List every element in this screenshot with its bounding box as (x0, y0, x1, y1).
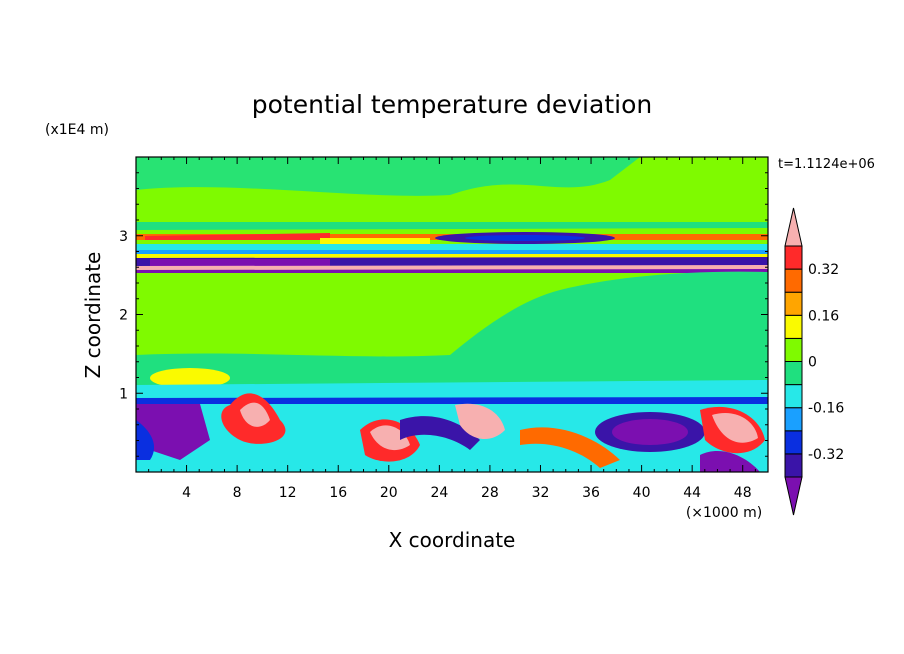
warm-eddy-3 (455, 403, 505, 440)
chart-title: potential temperature deviation (252, 90, 652, 119)
y-tick-label: 2 (119, 308, 128, 324)
y-tick-label: 1 (119, 386, 128, 402)
cold-pool-left (136, 404, 210, 460)
x-tick-label: 8 (233, 485, 242, 501)
colorbar-swatch (784, 291, 803, 316)
colorbar-min-triangle (784, 476, 803, 516)
band-yellow (320, 238, 430, 244)
x-tick-label: 32 (532, 485, 550, 501)
colorbar-swatch (784, 430, 803, 455)
x-tick-label: 4 (182, 485, 191, 501)
y-axis-title: Z coordinate (81, 252, 105, 379)
x-unit-label: (×1000 m) (686, 505, 762, 521)
band-blue (136, 250, 768, 254)
x-tick-label: 36 (582, 485, 600, 501)
x-axis-title: X coordinate (389, 528, 516, 552)
warm-patch-left (150, 368, 230, 388)
colorbar-label: -0.32 (808, 447, 844, 463)
upper-anomaly-region (136, 157, 640, 196)
colorbar-swatch (784, 337, 803, 362)
colorbar-label: 0 (808, 355, 817, 371)
band-cyan (136, 244, 768, 250)
x-tick-label: 48 (734, 485, 752, 501)
colorbar-max-triangle (784, 207, 803, 247)
cold-eddy-3 (700, 451, 760, 472)
band-cyan-1km (136, 380, 768, 402)
colorbar: -0.32 -0.16 0 0.16 0.32 (784, 207, 844, 516)
colorbar-label: 0.16 (808, 308, 839, 324)
x-tick-label: 16 (329, 485, 347, 501)
colorbar-swatch (784, 314, 803, 339)
warm-eddy-4-core (712, 412, 758, 443)
x-axis: 4 8 12 16 20 24 28 32 36 40 44 48 (148, 157, 756, 501)
band-yellow-2 (136, 254, 768, 258)
colorbar-swatch (784, 384, 803, 409)
band-upper-weak (136, 222, 768, 230)
colorbar-swatch (784, 268, 803, 293)
x-tick-label: 28 (481, 485, 499, 501)
cold-eddy-1 (400, 416, 480, 450)
x-tick-label: 44 (683, 485, 701, 501)
x-tick-label: 40 (633, 485, 651, 501)
y-tick-label: 3 (119, 229, 128, 245)
colorbar-swatch (784, 245, 803, 270)
band-cold-2.6km-core (150, 259, 330, 266)
colorbar-swatch (784, 453, 803, 478)
cold-lens-upper-core (465, 235, 585, 241)
colorbar-label: 0.32 (808, 262, 839, 278)
band-blue-1km (136, 397, 768, 406)
colorbar-swatch (784, 361, 803, 386)
x-tick-label: 20 (380, 485, 398, 501)
colorbar-label: -0.16 (808, 401, 844, 417)
band-warm-3km-core (145, 233, 330, 240)
cold-eddy-left (136, 420, 155, 460)
y-unit-label: (x1E4 m) (45, 122, 109, 138)
warm-eddy-1-core (240, 402, 270, 427)
warm-streak (520, 427, 620, 468)
x-tick-label: 12 (279, 485, 297, 501)
plot-area (136, 157, 768, 472)
cold-eddy-2-core (612, 419, 688, 445)
mid-anomaly-region (136, 271, 768, 390)
x-tick-label: 24 (430, 485, 448, 501)
colorbar-swatch (784, 407, 803, 432)
time-label: t=1.1124e+06 (778, 157, 875, 172)
y-axis: 1 2 3 (119, 172, 768, 457)
band-cold-thin (136, 269, 768, 273)
